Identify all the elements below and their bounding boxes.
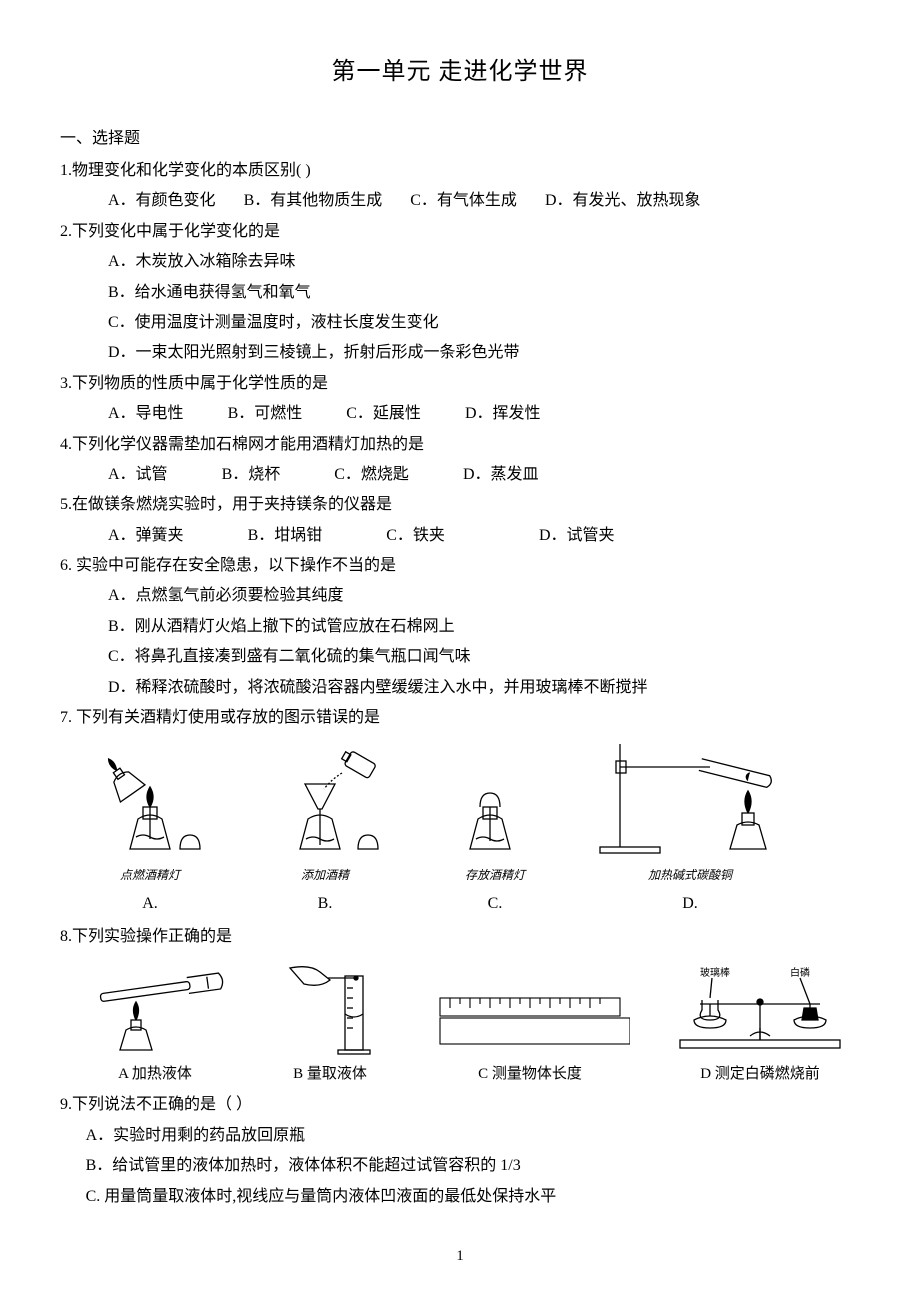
q2-opt-d: D．一束太阳光照射到三棱镜上，折射后形成一条彩色光带: [108, 338, 860, 368]
q3-opt-c: C．延展性: [346, 399, 421, 429]
q2-opt-c: C．使用温度计测量温度时，液柱长度发生变化: [108, 308, 860, 338]
q7-fig-c: 存放酒精灯 C.: [430, 749, 560, 919]
q3-stem: 3.下列物质的性质中属于化学性质的是: [60, 369, 860, 399]
q8-fig-b-icon: [260, 958, 400, 1058]
q7-figure-row: 点燃酒精灯 A. 添加酒精 B.: [60, 739, 860, 919]
q8-fig-d: 玻璃棒 白磷 D 测定白磷燃烧前: [660, 958, 860, 1089]
page-title: 第一单元 走进化学世界: [60, 50, 860, 96]
q4-opt-d: D．蒸发皿: [463, 460, 539, 490]
q5-opt-c: C．铁夹: [386, 521, 445, 551]
q1-opt-a: A．有颜色变化: [108, 186, 216, 216]
q4-opt-c: C．燃烧匙: [334, 460, 409, 490]
q7-fig-b: 添加酒精 B.: [250, 749, 400, 919]
q1-options: A．有颜色变化 B．有其他物质生成 C．有气体生成 D．有发光、放热现象: [60, 186, 860, 216]
q2-stem: 2.下列变化中属于化学变化的是: [60, 217, 860, 247]
q2-opt-b: B．给水通电获得氢气和氧气: [108, 278, 860, 308]
q7-fig-d-caption: 加热碱式碳酸铜: [590, 864, 790, 887]
page-number: 1: [60, 1242, 860, 1271]
q6-options: A．点燃氢气前必须要检验其纯度 B．刚从酒精灯火焰上撤下的试管应放在石棉网上 C…: [60, 581, 860, 703]
q6-opt-d: D．稀释浓硫酸时，将浓硫酸沿容器内壁缓缓注入水中，并用玻璃棒不断搅拌: [108, 673, 860, 703]
q4-opt-b: B．烧杯: [222, 460, 281, 490]
q8-label-glass: 玻璃棒: [700, 966, 730, 979]
q5-options: A．弹簧夹 B．坩埚钳 C．铁夹 D．试管夹: [60, 521, 860, 551]
section-heading: 一、选择题: [60, 124, 860, 154]
q2-options: A．木炭放入冰箱除去异味 B．给水通电获得氢气和氧气 C．使用温度计测量温度时，…: [60, 247, 860, 369]
q7-fig-a-caption: 点燃酒精灯: [80, 864, 220, 887]
q8-figure-row: A 加热液体 B 量取液体: [60, 958, 860, 1089]
q7-fig-b-caption: 添加酒精: [250, 864, 400, 887]
q3-options: A．导电性 B．可燃性 C．延展性 D．挥发性: [60, 399, 860, 429]
q9-stem: 9.下列说法不正确的是（ ）: [60, 1090, 860, 1120]
q9-opt-c: C. 用量筒量取液体时,视线应与量筒内液体凹液面的最低处保持水平: [60, 1182, 860, 1212]
q7-fig-c-caption: 存放酒精灯: [430, 864, 560, 887]
q4-opt-a: A．试管: [108, 460, 168, 490]
q8-fig-b-caption: B 量取液体: [260, 1060, 400, 1089]
q9-opt-a: A．实验时用剩的药品放回原瓶: [60, 1121, 860, 1151]
q1-opt-d: D．有发光、放热现象: [545, 186, 701, 216]
q7-fig-b-icon: [250, 749, 400, 864]
q1-stem: 1.物理变化和化学变化的本质区别( ): [60, 156, 860, 186]
q5-opt-b: B．坩埚钳: [248, 521, 323, 551]
q7-fig-a-letter: A.: [80, 889, 220, 919]
q8-fig-a-icon: [80, 958, 230, 1058]
q8-fig-c: C 测量物体长度: [430, 958, 630, 1089]
q8-fig-d-caption: D 测定白磷燃烧前: [660, 1060, 860, 1089]
q8-fig-c-caption: C 测量物体长度: [430, 1060, 630, 1089]
q7-fig-d: 加热碱式碳酸铜 D.: [590, 739, 790, 919]
q1-opt-c: C．有气体生成: [410, 186, 517, 216]
q8-fig-c-icon: [430, 958, 630, 1058]
q7-fig-a: 点燃酒精灯 A.: [80, 749, 220, 919]
q6-stem: 6. 实验中可能存在安全隐患，以下操作不当的是: [60, 551, 860, 581]
q6-opt-b: B．刚从酒精灯火焰上撤下的试管应放在石棉网上: [108, 612, 860, 642]
q8-fig-a: A 加热液体: [80, 958, 230, 1089]
q9-options: A．实验时用剩的药品放回原瓶 B．给试管里的液体加热时，液体体积不能超过试管容积…: [60, 1121, 860, 1212]
q4-stem: 4.下列化学仪器需垫加石棉网才能用酒精灯加热的是: [60, 430, 860, 460]
q4-options: A．试管 B．烧杯 C．燃烧匙 D．蒸发皿: [60, 460, 860, 490]
q5-opt-a: A．弹簧夹: [108, 521, 184, 551]
q7-fig-a-icon: [80, 749, 220, 864]
q2-opt-a: A．木炭放入冰箱除去异味: [108, 247, 860, 277]
q3-opt-d: D．挥发性: [465, 399, 541, 429]
q7-fig-d-letter: D.: [590, 889, 790, 919]
q7-fig-c-letter: C.: [430, 889, 560, 919]
q6-opt-a: A．点燃氢气前必须要检验其纯度: [108, 581, 860, 611]
q1-opt-b: B．有其他物质生成: [244, 186, 383, 216]
q8-fig-b: B 量取液体: [260, 958, 400, 1089]
q5-stem: 5.在做镁条燃烧实验时，用于夹持镁条的仪器是: [60, 490, 860, 520]
q7-fig-c-icon: [430, 749, 560, 864]
q3-opt-b: B．可燃性: [228, 399, 303, 429]
q8-label-phos: 白磷: [790, 966, 810, 979]
q5-opt-d: D．试管夹: [539, 521, 615, 551]
q8-stem: 8.下列实验操作正确的是: [60, 922, 860, 952]
q7-stem: 7. 下列有关酒精灯使用或存放的图示错误的是: [60, 703, 860, 733]
q7-fig-b-letter: B.: [250, 889, 400, 919]
q6-opt-c: C．将鼻孔直接凑到盛有二氧化硫的集气瓶口闻气味: [108, 642, 860, 672]
q8-fig-a-caption: A 加热液体: [80, 1060, 230, 1089]
q8-fig-d-icon: 玻璃棒 白磷: [660, 958, 860, 1058]
q3-opt-a: A．导电性: [108, 399, 184, 429]
q7-fig-d-icon: [590, 739, 790, 864]
q9-opt-b: B．给试管里的液体加热时，液体体积不能超过试管容积的 1/3: [60, 1151, 860, 1181]
